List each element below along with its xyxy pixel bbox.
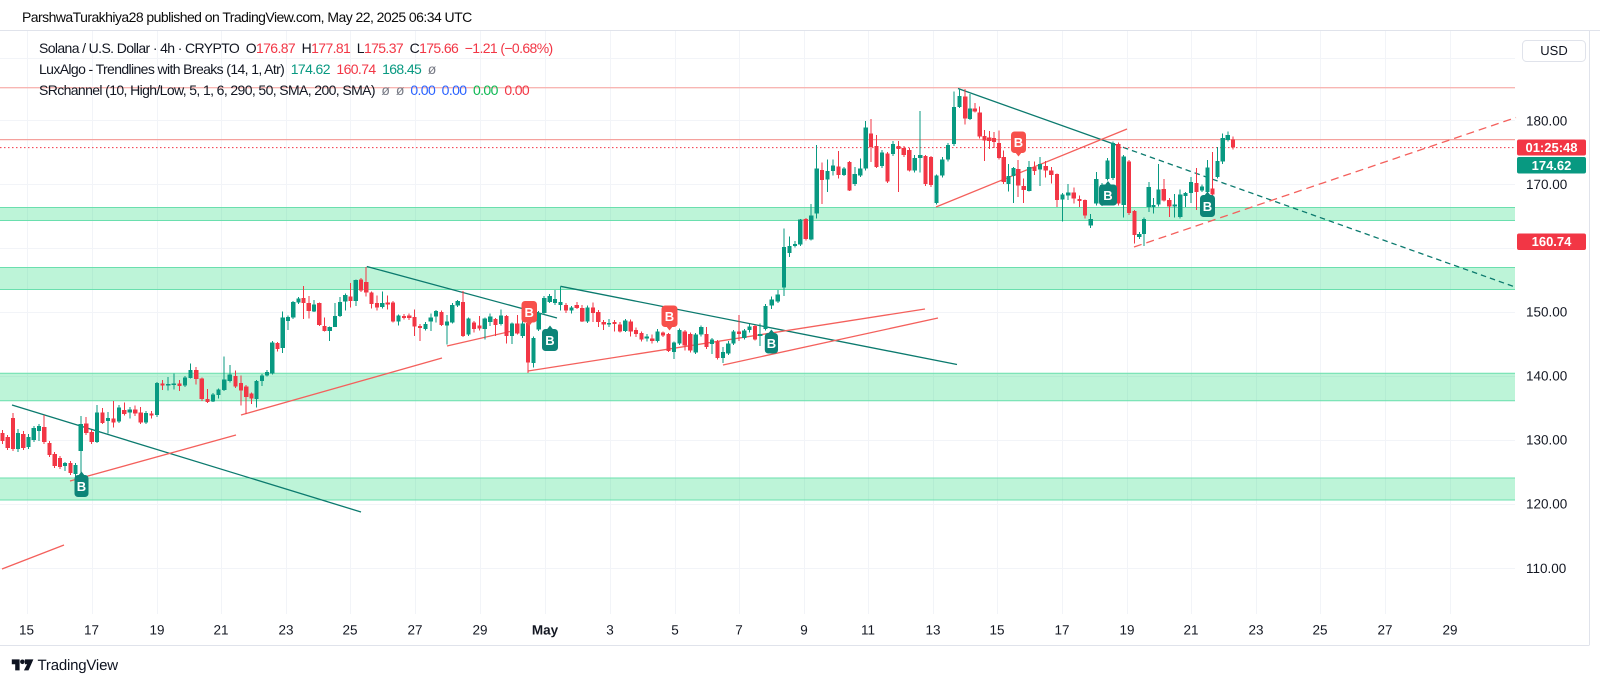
svg-text:174.62: 174.62 <box>1532 158 1572 173</box>
svg-text:160.74: 160.74 <box>1532 234 1573 249</box>
svg-text:B: B <box>767 336 776 351</box>
svg-text:B: B <box>1203 199 1212 214</box>
svg-text:19: 19 <box>1119 623 1134 638</box>
svg-text:110.00: 110.00 <box>1526 561 1566 576</box>
svg-text:27: 27 <box>407 623 422 638</box>
svg-text:5: 5 <box>671 623 679 638</box>
svg-text:B: B <box>1014 135 1023 150</box>
svg-text:B: B <box>545 333 554 348</box>
svg-text:140.00: 140.00 <box>1526 368 1567 383</box>
svg-text:B: B <box>1103 188 1112 203</box>
svg-text:23: 23 <box>1248 623 1263 638</box>
svg-text:25: 25 <box>1312 623 1327 638</box>
svg-text:150.00: 150.00 <box>1526 304 1567 319</box>
svg-text:17: 17 <box>84 623 99 638</box>
svg-text:17: 17 <box>1054 623 1069 638</box>
svg-text:130.00: 130.00 <box>1526 433 1567 448</box>
svg-text:21: 21 <box>213 623 228 638</box>
svg-text:21: 21 <box>1183 623 1198 638</box>
svg-text:27: 27 <box>1377 623 1392 638</box>
svg-text:01:25:48: 01:25:48 <box>1525 140 1577 155</box>
svg-text:23: 23 <box>278 623 293 638</box>
svg-text:25: 25 <box>342 623 357 638</box>
svg-text:15: 15 <box>989 623 1004 638</box>
svg-text:B: B <box>77 479 86 494</box>
svg-text:180.00: 180.00 <box>1526 113 1567 128</box>
svg-text:19: 19 <box>149 623 164 638</box>
svg-text:120.00: 120.00 <box>1526 497 1567 512</box>
svg-text:9: 9 <box>800 623 808 638</box>
svg-text:15: 15 <box>19 623 34 638</box>
svg-text:USD: USD <box>1540 43 1567 58</box>
svg-text:B: B <box>665 309 674 324</box>
svg-text:29: 29 <box>472 623 487 638</box>
svg-text:170.00: 170.00 <box>1526 177 1567 192</box>
svg-text:7: 7 <box>735 623 743 638</box>
svg-text:B: B <box>525 305 534 320</box>
svg-text:29: 29 <box>1442 623 1457 638</box>
svg-text:TradingView: TradingView <box>38 657 119 674</box>
svg-text:11: 11 <box>861 623 875 638</box>
svg-text:May: May <box>532 623 559 638</box>
svg-text:3: 3 <box>606 623 614 638</box>
svg-text:13: 13 <box>925 623 940 638</box>
